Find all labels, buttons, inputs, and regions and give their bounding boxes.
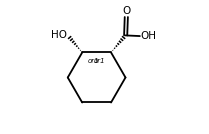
- Text: HO: HO: [51, 30, 67, 40]
- Text: or1: or1: [88, 58, 100, 64]
- Text: O: O: [123, 6, 131, 16]
- Text: OH: OH: [140, 31, 157, 41]
- Text: or1: or1: [94, 58, 105, 64]
